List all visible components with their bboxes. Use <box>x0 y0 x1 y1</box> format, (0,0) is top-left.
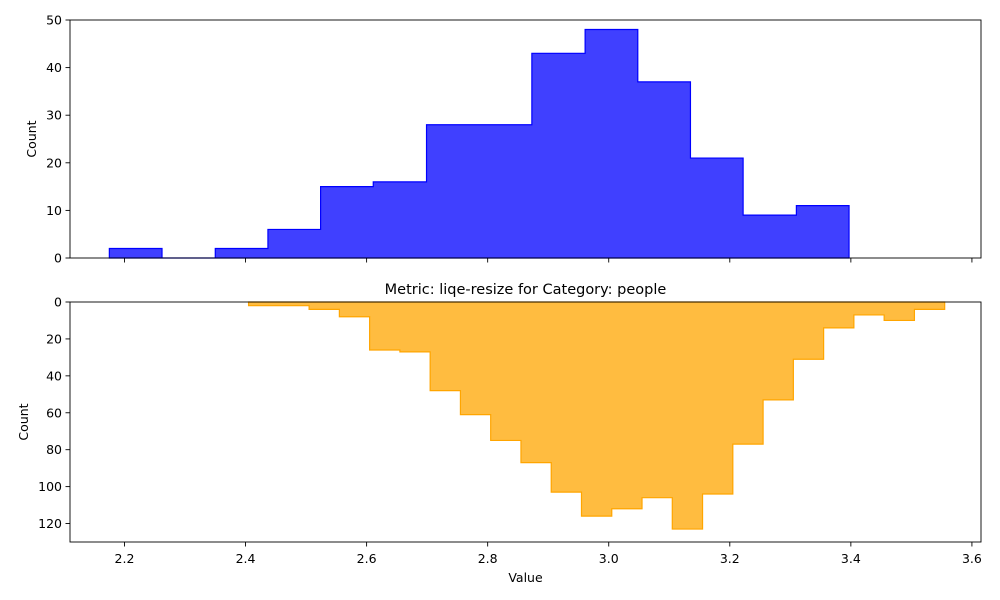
y-tick-label: 0 <box>54 251 62 266</box>
y-tick-label: 10 <box>46 203 62 218</box>
y-tick-label: 20 <box>46 331 62 346</box>
x-axis-label: Value <box>508 570 543 585</box>
histogram-series-1 <box>247 301 946 530</box>
y-tick-label: 30 <box>46 108 62 123</box>
y-tick-label: 50 <box>46 13 62 28</box>
y-tick-label: 40 <box>46 60 62 75</box>
axes-frame <box>69 301 982 543</box>
subplot-1: 0 10 20 30 40 50 Count <box>24 13 982 266</box>
subplot-2: 2.2 2.4 2.6 2.8 3.0 3.2 3.4 3.6 0 20 40 60 80 100 120 C… <box>16 282 982 585</box>
x-tick-label: 3.2 <box>720 551 740 566</box>
y-axis-label: Count <box>16 403 31 440</box>
y-tick-label: 0 <box>54 295 62 310</box>
y-tick-label: 60 <box>46 405 62 420</box>
x-tick-label: 2.6 <box>357 551 377 566</box>
x-tick-label: 3.4 <box>841 551 861 566</box>
x-tick-label: 2.4 <box>236 551 256 566</box>
y-tick-label: 80 <box>46 442 62 457</box>
chart-title: Metric: liqe-resize for Category: people <box>385 282 667 298</box>
histogram-series-1 <box>108 28 850 259</box>
x-tick-label: 3.0 <box>599 551 619 566</box>
y-axis-label: Count <box>24 120 39 157</box>
y-tick-label: 40 <box>46 368 62 383</box>
y-tick-label: 100 <box>38 479 62 494</box>
x-tick-label: 3.6 <box>962 551 982 566</box>
x-tick-label: 2.2 <box>115 551 135 566</box>
axes-frame <box>69 19 982 259</box>
y-tick-label: 120 <box>38 516 62 531</box>
y-tick-label: 20 <box>46 155 62 170</box>
x-tick-label: 2.8 <box>478 551 498 566</box>
